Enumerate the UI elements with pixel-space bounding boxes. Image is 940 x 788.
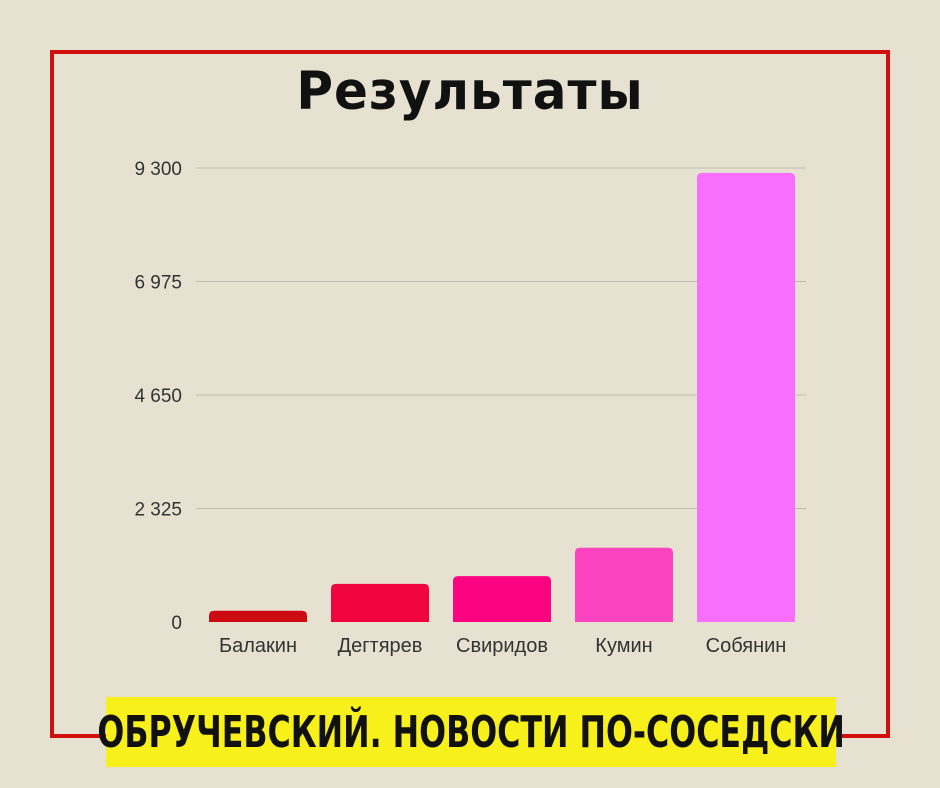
banner-text: ОБРУЧЕВСКИЙ. НОВОСТИ ПО-СОСЕДСКИ	[97, 706, 845, 758]
bar-1	[209, 610, 307, 622]
bar-4	[575, 547, 673, 622]
y-axis-ticks: 0 2 325 4 650 6 975 9 300	[134, 159, 182, 634]
y-tick-label: 6 975	[134, 273, 182, 294]
footer-banner: ОБРУЧЕВСКИЙ. НОВОСТИ ПО-СОСЕДСКИ	[97, 697, 845, 767]
bar-3	[453, 576, 551, 622]
y-tick-label: 9 300	[134, 159, 182, 180]
x-category-label: Собянин	[706, 635, 787, 657]
bars	[209, 172, 795, 622]
chart-title: Результаты	[296, 60, 644, 122]
x-category-label: Кумин	[595, 635, 652, 657]
bar-2	[331, 583, 429, 622]
x-category-label: Дегтярев	[338, 635, 423, 657]
y-tick-label: 4 650	[134, 386, 182, 407]
x-category-label: Балакин	[219, 635, 297, 657]
y-tick-label: 0	[171, 613, 182, 634]
bar-chart: 0 2 325 4 650 6 975 9 300 Балакин Дегтярев Сви…	[134, 159, 806, 657]
x-category-label: Свиридов	[456, 635, 548, 657]
bar-5	[697, 172, 795, 622]
y-tick-label: 2 325	[134, 500, 182, 521]
x-axis-labels: Балакин Дегтярев Свиридов Кумин Собянин	[219, 635, 786, 657]
